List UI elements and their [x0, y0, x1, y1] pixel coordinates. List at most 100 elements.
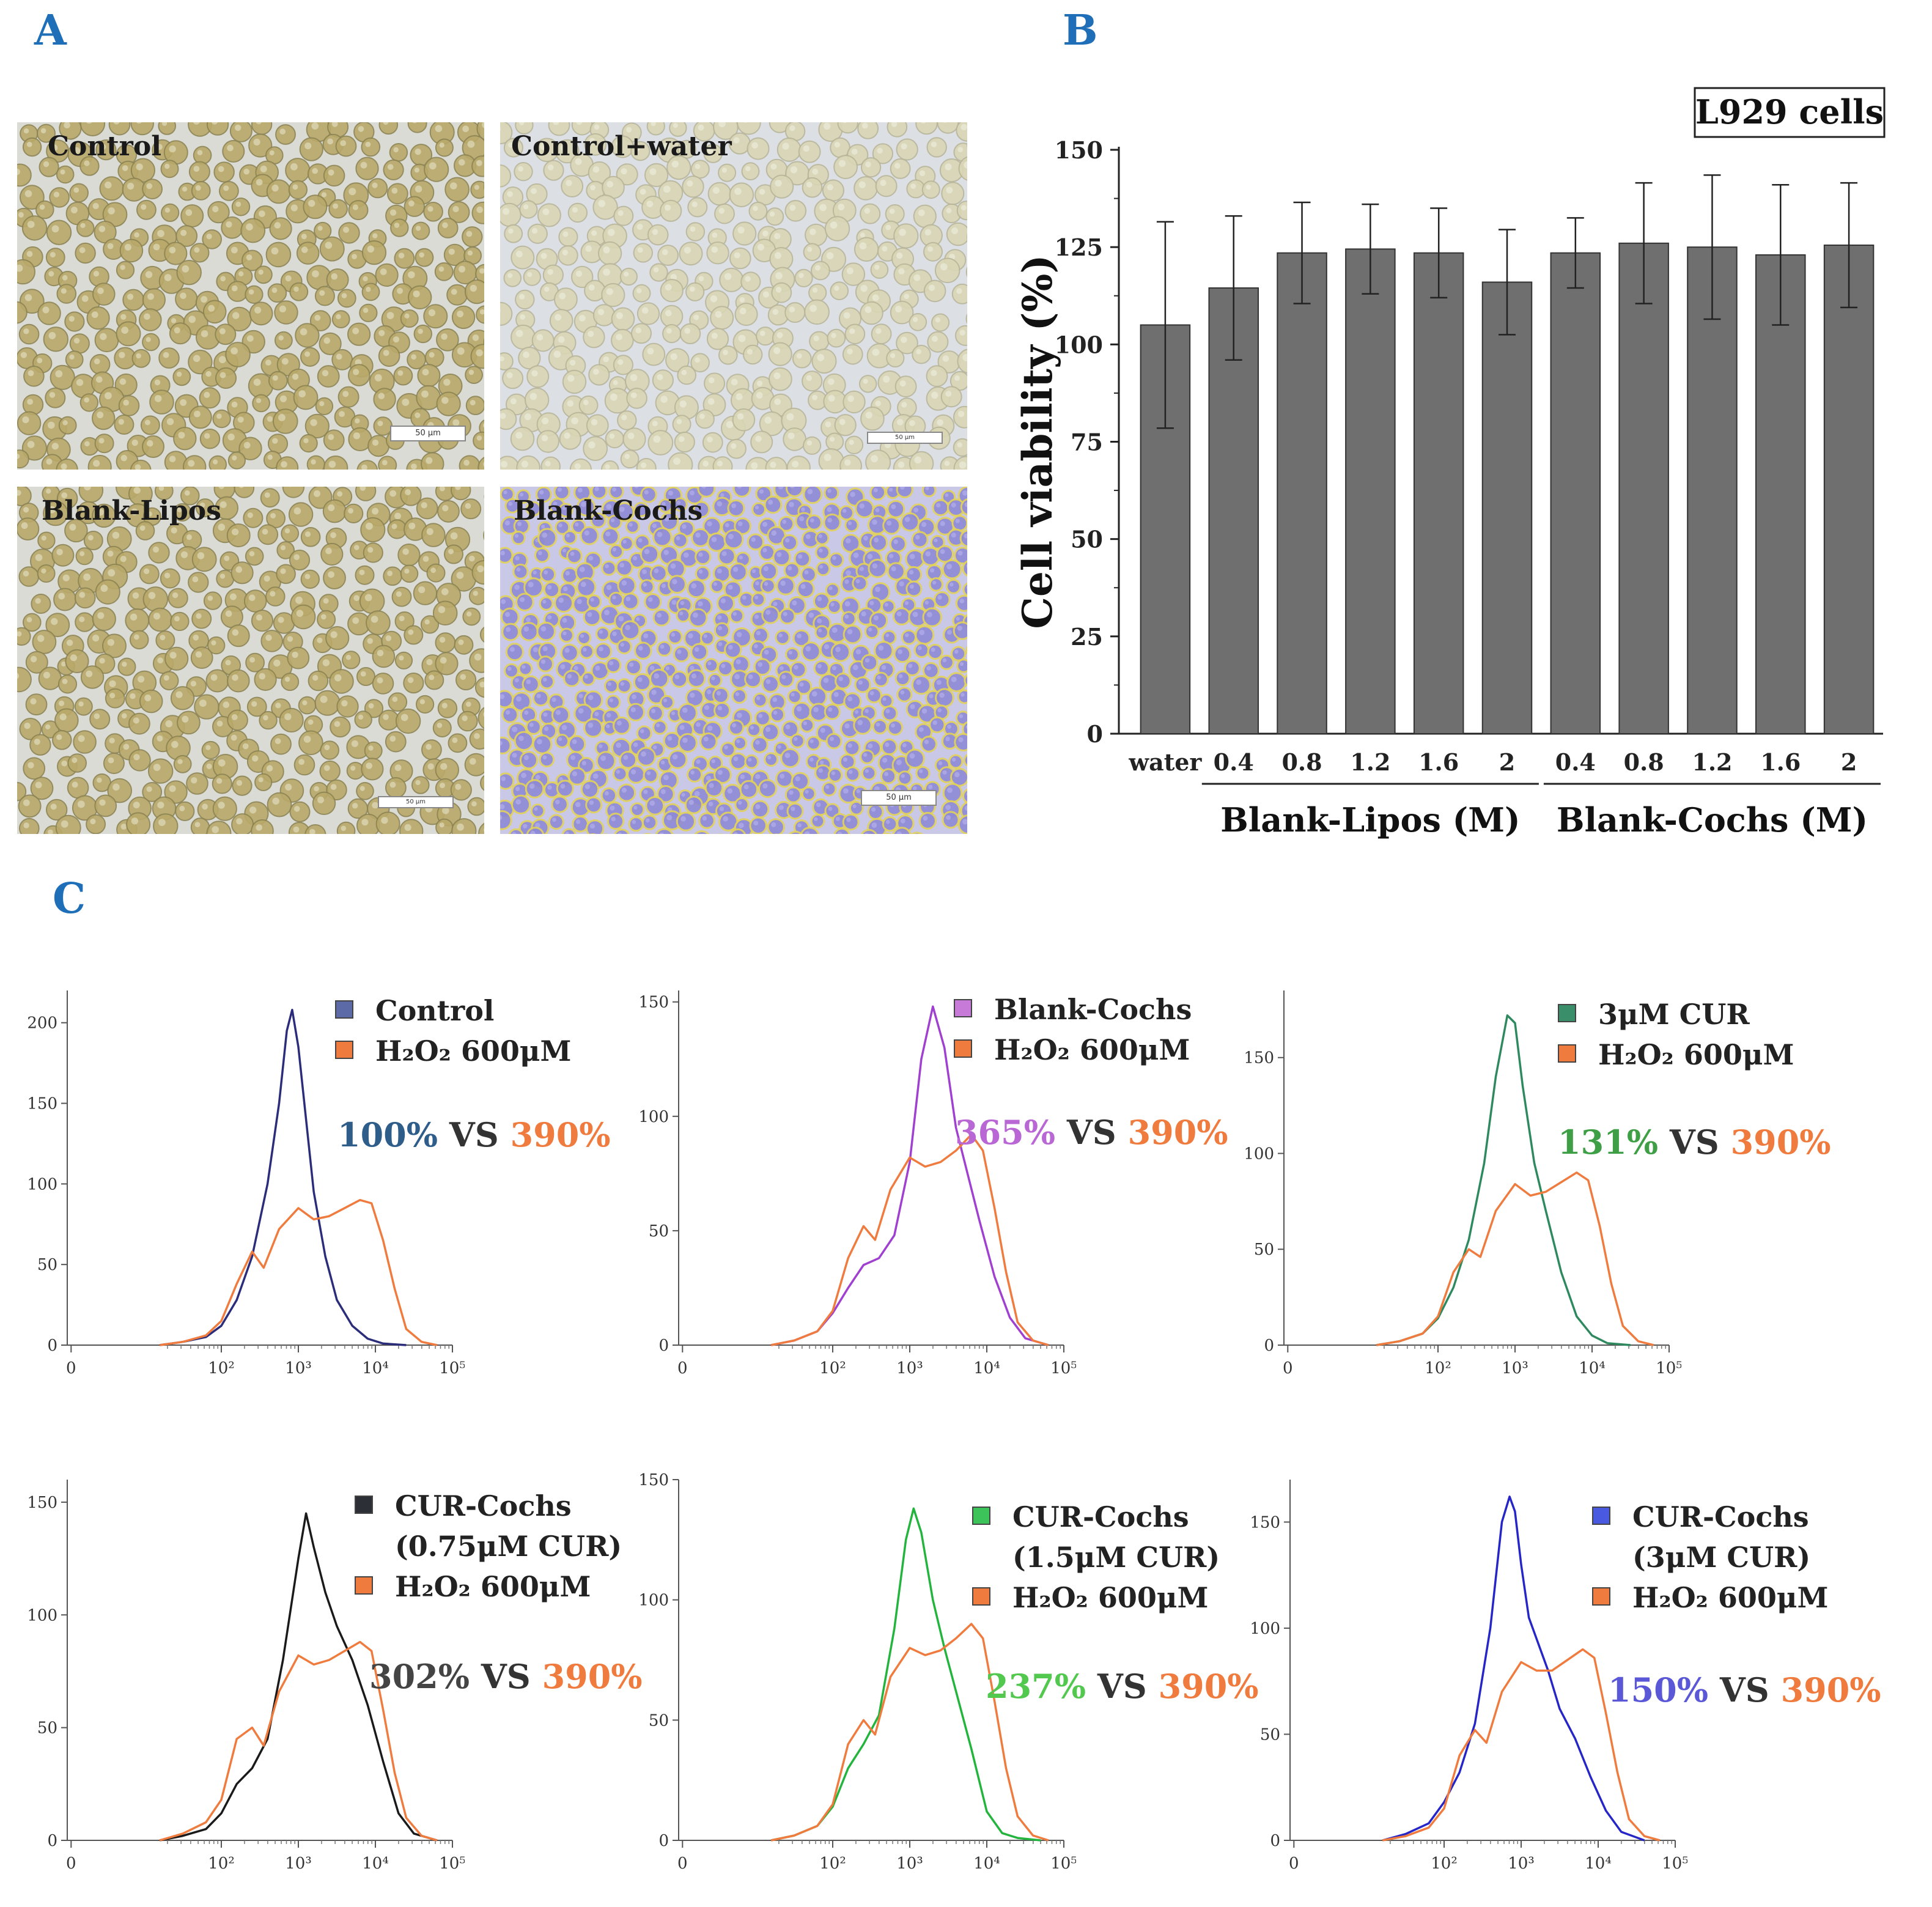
cell-highlight — [718, 208, 725, 214]
cell — [586, 819, 605, 834]
cell-highlight — [521, 772, 526, 778]
y-tick-label: 25 — [1071, 623, 1103, 651]
cell-highlight — [954, 772, 960, 778]
cell-highlight — [812, 394, 818, 400]
cell — [734, 797, 750, 813]
cell-highlight — [789, 306, 795, 313]
cell — [867, 803, 884, 820]
cell-highlight — [171, 740, 179, 748]
cell-highlight — [230, 347, 238, 355]
cell-highlight — [293, 826, 300, 833]
cell-highlight — [500, 356, 504, 361]
cell — [761, 675, 780, 693]
cell-highlight — [590, 597, 594, 602]
cell-highlight — [120, 265, 125, 270]
cell-highlight — [690, 665, 695, 671]
cell-highlight — [27, 441, 35, 448]
legend-item: H₂O₂ 600μM — [335, 1031, 571, 1071]
cell-highlight — [869, 691, 874, 696]
cell-highlight — [817, 353, 825, 361]
cell-highlight — [479, 268, 484, 274]
cell-highlight — [570, 551, 575, 556]
cell-highlight — [391, 523, 397, 529]
x-tick-label: 10² — [819, 1359, 846, 1378]
cell — [231, 197, 251, 216]
cell — [824, 487, 839, 501]
cell-highlight — [964, 502, 967, 507]
cell — [92, 282, 116, 306]
bar — [1755, 254, 1806, 734]
cell-highlight — [932, 336, 938, 342]
cell-highlight — [616, 770, 621, 774]
cell — [964, 674, 967, 687]
cell-highlight — [801, 507, 805, 512]
cell — [772, 548, 791, 567]
cell-highlight — [940, 549, 945, 554]
cell-highlight — [62, 420, 68, 426]
cell-highlight — [770, 163, 777, 170]
cell — [153, 813, 179, 834]
cell-highlight — [813, 707, 819, 712]
series-line-0 — [159, 1512, 438, 1842]
cell-highlight — [964, 533, 967, 539]
cell-highlight — [254, 306, 262, 314]
cell — [94, 433, 114, 454]
cell — [45, 248, 65, 267]
cell-highlight — [66, 640, 73, 646]
cell-highlight — [500, 814, 503, 821]
cell — [288, 180, 308, 200]
cell-highlight — [171, 318, 177, 323]
cell-highlight — [501, 776, 506, 781]
cell-highlight — [271, 287, 278, 293]
cell-highlight — [372, 182, 378, 188]
cell-highlight — [612, 487, 616, 492]
cell-highlight — [603, 268, 610, 276]
cell-highlight — [463, 459, 470, 466]
cell-highlight — [543, 712, 548, 717]
cell — [515, 289, 535, 310]
cell-highlight — [904, 517, 910, 522]
cell — [729, 182, 754, 207]
cell-highlight — [919, 769, 923, 773]
cell-highlight — [878, 645, 884, 651]
cell-highlight — [913, 786, 917, 791]
cell-highlight — [178, 432, 185, 439]
cell — [303, 194, 328, 219]
legend-label: Blank-Cochs — [994, 993, 1192, 1026]
y-tick-label: 50 — [1254, 1241, 1274, 1259]
cell-highlight — [531, 188, 537, 194]
cell-highlight — [731, 443, 737, 449]
x-tick-label: 10² — [819, 1854, 846, 1873]
cell — [934, 591, 951, 608]
cell — [37, 564, 56, 583]
cell-highlight — [120, 454, 127, 462]
cell-highlight — [105, 181, 112, 189]
cell-highlight — [252, 755, 259, 762]
cell — [467, 797, 484, 816]
cell — [579, 644, 594, 659]
cell — [421, 523, 446, 547]
cell-highlight — [35, 598, 41, 604]
cell — [539, 751, 555, 768]
cell-highlight — [133, 802, 140, 809]
cell-highlight — [666, 814, 673, 821]
cell-highlight — [588, 284, 595, 291]
cell-highlight — [506, 372, 513, 378]
cell-highlight — [256, 122, 262, 125]
cell-highlight — [358, 714, 364, 720]
cell-highlight — [964, 805, 967, 811]
bar — [1823, 244, 1875, 734]
cell-highlight — [231, 714, 238, 720]
cell — [395, 708, 421, 734]
cell — [500, 164, 512, 188]
cell — [95, 579, 120, 605]
cell — [617, 783, 636, 802]
cell — [751, 800, 770, 819]
cell-highlight — [765, 679, 771, 684]
cell-highlight — [901, 774, 905, 778]
cell-highlight — [533, 570, 537, 575]
cell — [257, 524, 279, 545]
cell-highlight — [218, 759, 226, 767]
cell-highlight — [809, 739, 814, 743]
y-tick-label: 0 — [1087, 720, 1103, 748]
